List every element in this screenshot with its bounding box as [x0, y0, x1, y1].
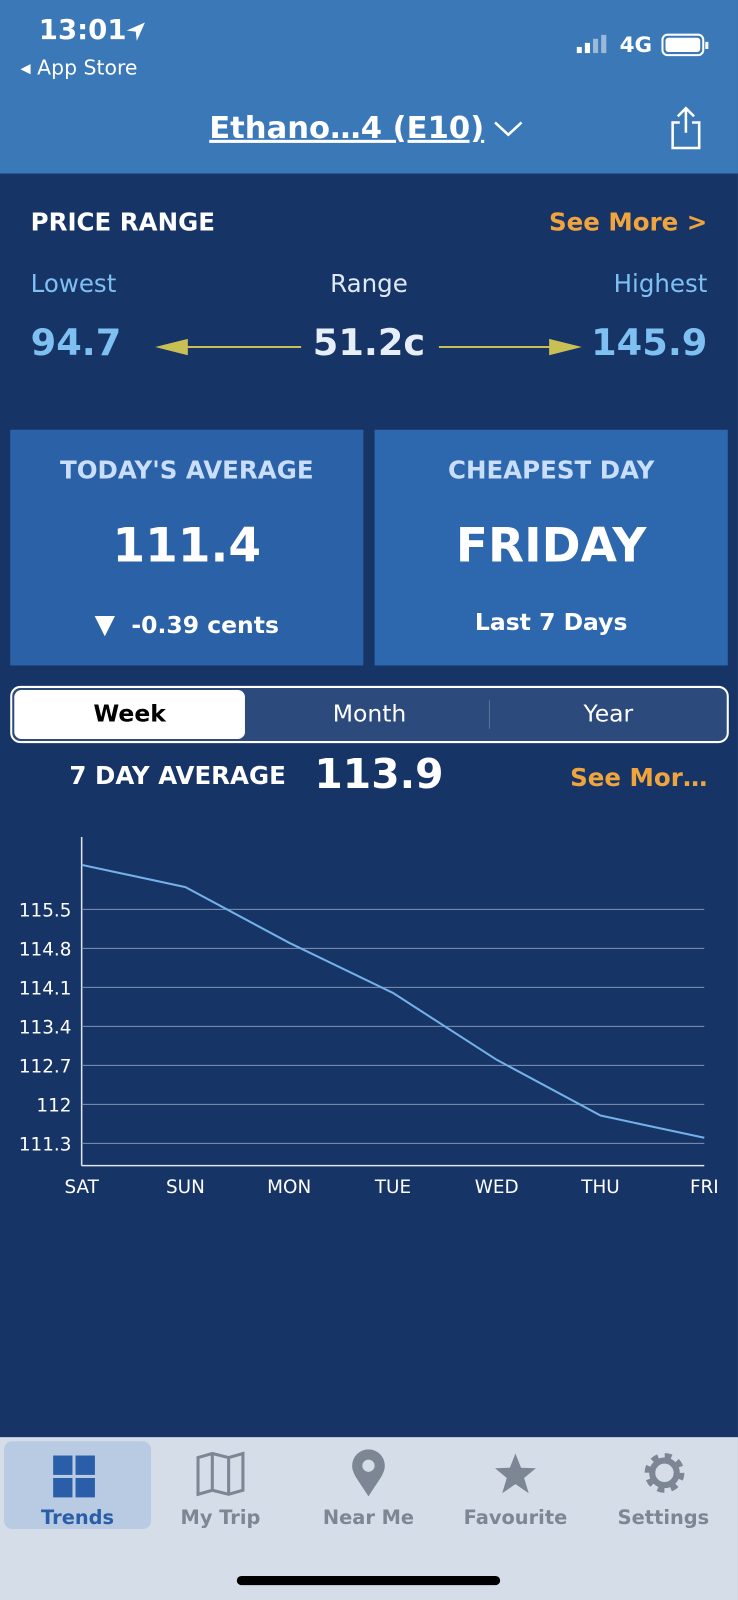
y-tick-label: 114.1 [19, 979, 72, 1000]
home-indicator [236, 1575, 501, 1586]
tab-week[interactable]: Week [14, 689, 245, 739]
x-tick-label: WED [475, 1177, 519, 1198]
fuel-selector[interactable]: Ethano…4 (E10) [209, 110, 485, 146]
section-title: PRICE RANGE [30, 208, 215, 237]
share-icon[interactable] [669, 106, 704, 151]
tab-month[interactable]: Month [332, 701, 407, 728]
change-text: -0.39 cents [131, 612, 279, 639]
card-value: FRIDAY [455, 517, 647, 573]
range-value: 51.2c [312, 322, 426, 365]
star-icon [495, 1453, 536, 1494]
tab-my-trip[interactable]: My Trip [147, 1437, 294, 1529]
period-tabs: Week Month Year [10, 685, 729, 744]
dropdown-chevron[interactable] [492, 117, 525, 139]
trends-icon [53, 1455, 95, 1498]
tab-label[interactable]: Trends [41, 1506, 115, 1530]
card-value: 111.4 [112, 517, 262, 573]
highest-label: Highest [613, 269, 708, 299]
tab-trends[interactable]: Trends [4, 1441, 152, 1530]
x-tick-label: THU [580, 1177, 619, 1198]
tab-near-me[interactable]: Near Me [295, 1437, 442, 1529]
tab-year[interactable]: Year [583, 701, 634, 728]
tab-label[interactable]: Near Me [322, 1506, 415, 1530]
location-icon [126, 22, 145, 41]
status-time: 13:01 [38, 14, 127, 46]
highest-price: 145.9 [591, 322, 708, 365]
tab-label[interactable]: My Trip [180, 1506, 261, 1530]
lowest-price: 94.7 [30, 322, 122, 365]
tab-bar: Trends My Trip Near Me Favourite Setting… [0, 1437, 738, 1600]
see-more-link[interactable]: See Mor… [570, 763, 708, 793]
x-tick-label: TUE [374, 1177, 411, 1198]
card-title: TODAY'S AVERAGE [60, 456, 314, 485]
tab-favourite[interactable]: Favourite [442, 1437, 589, 1529]
y-tick-label: 112 [36, 1096, 71, 1117]
y-tick-label: 114.8 [19, 940, 72, 961]
tab-divider [488, 700, 490, 729]
y-tick-label: 112.7 [19, 1057, 72, 1078]
header-bar: 13:01 ◂ App Store 4G Ethano…4 (E10) [0, 0, 738, 174]
back-text[interactable]: App Store [37, 55, 138, 80]
tab-label[interactable]: Settings [617, 1506, 710, 1530]
price-line [81, 863, 705, 1139]
y-tick-label: 111.3 [19, 1135, 72, 1156]
range-arrows [155, 338, 582, 356]
tab-label[interactable]: Favourite [463, 1506, 568, 1530]
summary-label: 7 DAY AVERAGE [69, 761, 286, 791]
card-note: Last 7 Days [474, 609, 628, 636]
y-tick-label: 113.4 [19, 1018, 72, 1039]
range-label: Range [330, 269, 408, 299]
x-tick-label: SAT [64, 1177, 99, 1198]
see-more-link[interactable]: See More > [548, 208, 708, 237]
cheapest-day-card: CHEAPEST DAY FRIDAY Last 7 Days [374, 429, 728, 666]
map-icon [196, 1451, 245, 1497]
battery-icon [661, 33, 709, 57]
lowest-label: Lowest [30, 269, 117, 299]
x-tick-label: MON [267, 1177, 311, 1198]
today-average-card: TODAY'S AVERAGE 111.4 ▼ -0.39 cents [10, 429, 364, 666]
card-title: CHEAPEST DAY [447, 456, 655, 485]
signal-icon [576, 34, 607, 54]
network-label: 4G [619, 32, 653, 58]
tab-settings[interactable]: Settings [590, 1437, 737, 1529]
pin-icon [352, 1449, 385, 1497]
card-note: ▼ -0.39 cents [94, 609, 279, 640]
gear-icon [644, 1452, 685, 1493]
line-chart: 111.3 112 112.7 113.4 114.1 114.8 115.5 SAT SUN M… [19, 836, 719, 1198]
back-link[interactable]: ◂ App Store [20, 55, 138, 80]
y-tick-label: 115.5 [19, 901, 72, 922]
x-tick-label: FRI [690, 1177, 719, 1198]
x-tick-label: SUN [166, 1177, 205, 1198]
summary-value: 113.9 [314, 751, 444, 799]
